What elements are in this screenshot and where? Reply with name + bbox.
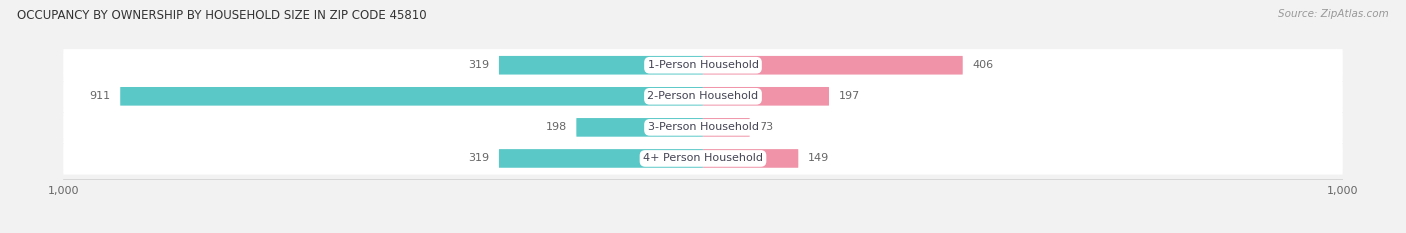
Text: OCCUPANCY BY OWNERSHIP BY HOUSEHOLD SIZE IN ZIP CODE 45810: OCCUPANCY BY OWNERSHIP BY HOUSEHOLD SIZE… <box>17 9 426 22</box>
Text: 197: 197 <box>838 91 860 101</box>
Text: 4+ Person Household: 4+ Person Household <box>643 154 763 163</box>
FancyBboxPatch shape <box>499 149 703 168</box>
FancyBboxPatch shape <box>703 87 830 106</box>
FancyBboxPatch shape <box>703 149 799 168</box>
Text: 319: 319 <box>468 154 489 163</box>
Text: 73: 73 <box>759 122 773 132</box>
FancyBboxPatch shape <box>703 118 749 137</box>
FancyBboxPatch shape <box>499 56 703 75</box>
Text: 911: 911 <box>90 91 111 101</box>
FancyBboxPatch shape <box>63 49 1343 81</box>
FancyBboxPatch shape <box>63 111 1343 144</box>
Text: 3-Person Household: 3-Person Household <box>648 122 758 132</box>
Text: 406: 406 <box>973 60 994 70</box>
FancyBboxPatch shape <box>703 56 963 75</box>
Text: 1-Person Household: 1-Person Household <box>648 60 758 70</box>
FancyBboxPatch shape <box>576 118 703 137</box>
FancyBboxPatch shape <box>120 87 703 106</box>
Text: Source: ZipAtlas.com: Source: ZipAtlas.com <box>1278 9 1389 19</box>
Text: 319: 319 <box>468 60 489 70</box>
Text: 198: 198 <box>546 122 567 132</box>
FancyBboxPatch shape <box>63 142 1343 175</box>
Text: 149: 149 <box>808 154 830 163</box>
FancyBboxPatch shape <box>63 80 1343 113</box>
Text: 2-Person Household: 2-Person Household <box>647 91 759 101</box>
